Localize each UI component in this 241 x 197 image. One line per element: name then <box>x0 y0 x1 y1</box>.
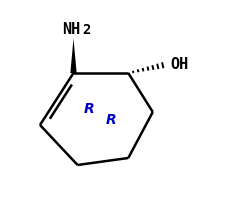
Text: 2: 2 <box>82 23 91 37</box>
Polygon shape <box>70 39 77 73</box>
Text: R: R <box>106 113 116 127</box>
Text: NH: NH <box>62 22 81 37</box>
Text: R: R <box>84 102 94 116</box>
Text: OH: OH <box>171 57 189 72</box>
